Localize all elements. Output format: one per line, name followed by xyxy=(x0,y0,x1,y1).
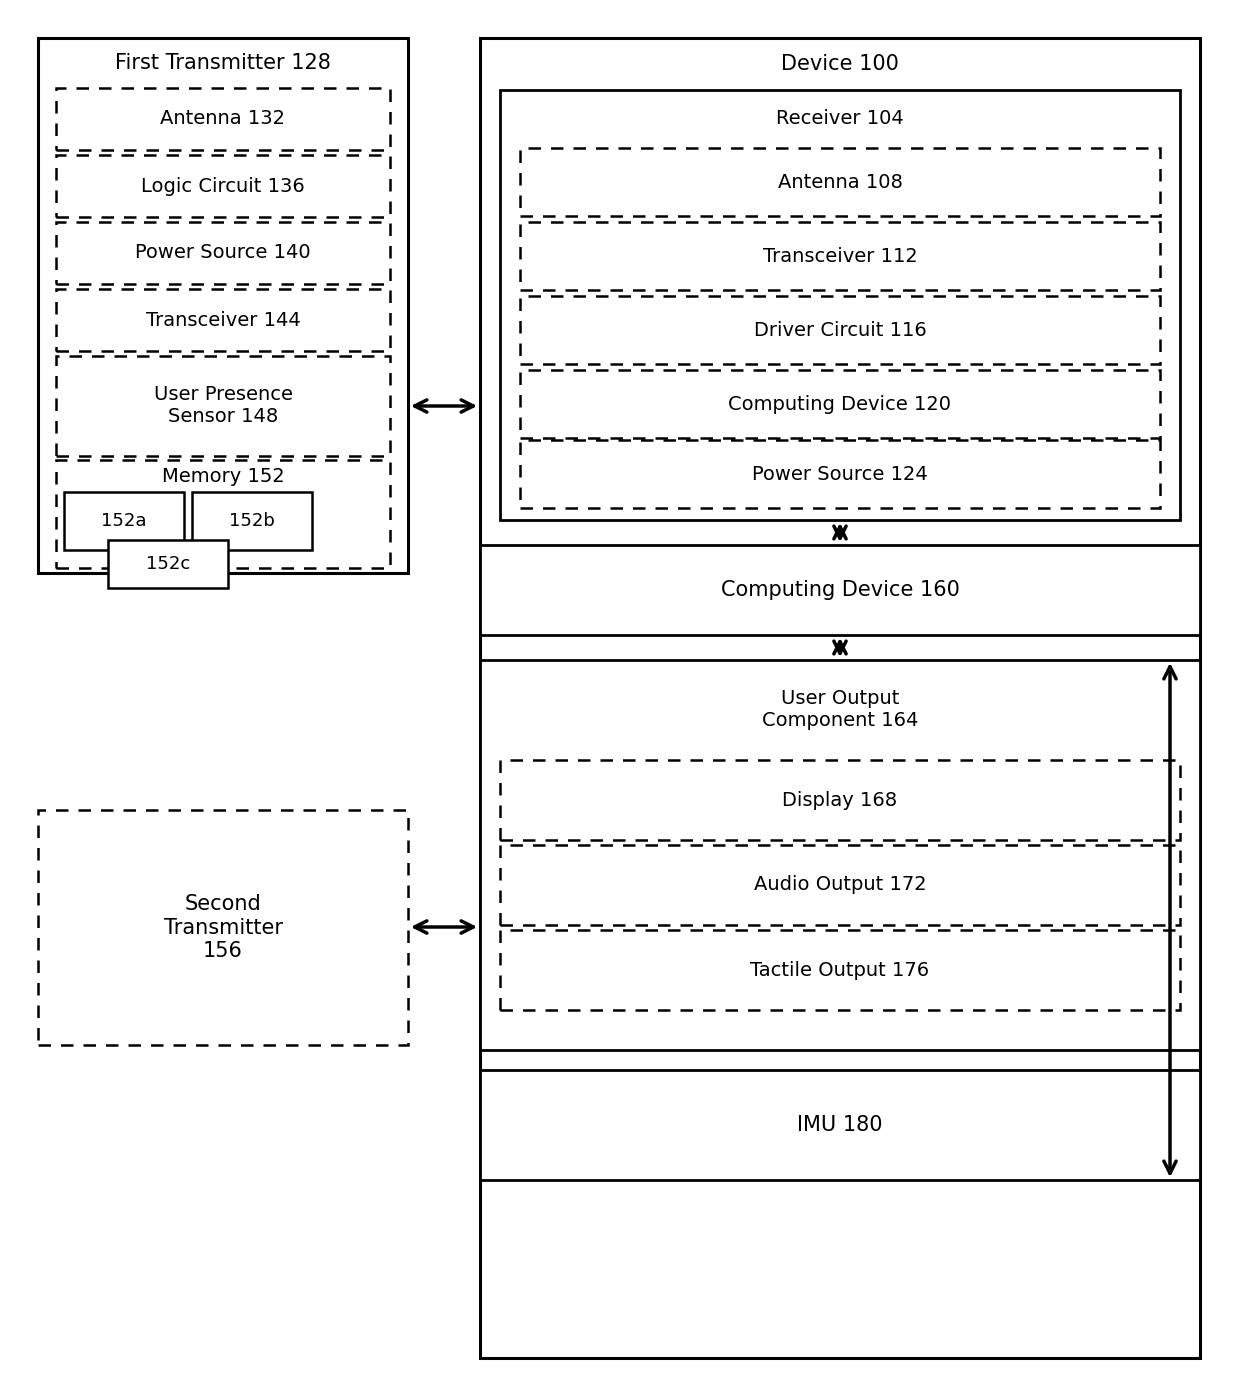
Bar xyxy=(64,492,184,550)
Text: Power Source 140: Power Source 140 xyxy=(135,243,311,263)
Bar xyxy=(520,370,1159,439)
Bar xyxy=(480,38,1200,1358)
Text: Tactile Output 176: Tactile Output 176 xyxy=(750,961,930,979)
Text: Device 100: Device 100 xyxy=(781,54,899,74)
Text: Transceiver 112: Transceiver 112 xyxy=(763,246,918,265)
Bar xyxy=(56,155,391,217)
Bar xyxy=(108,541,228,588)
Bar xyxy=(520,440,1159,509)
Bar xyxy=(38,810,408,1045)
Bar xyxy=(500,89,1180,520)
Text: Antenna 108: Antenna 108 xyxy=(777,172,903,191)
Text: First Transmitter 128: First Transmitter 128 xyxy=(115,53,331,73)
Text: Antenna 132: Antenna 132 xyxy=(160,109,285,129)
Text: Power Source 124: Power Source 124 xyxy=(753,464,928,483)
Text: Computing Device 120: Computing Device 120 xyxy=(729,394,951,414)
Bar xyxy=(56,460,391,569)
Bar xyxy=(480,545,1200,636)
Text: 152c: 152c xyxy=(146,555,190,573)
Text: Display 168: Display 168 xyxy=(782,791,898,809)
Text: 152b: 152b xyxy=(229,511,275,529)
Bar xyxy=(520,148,1159,217)
Bar xyxy=(38,38,408,573)
Bar xyxy=(500,845,1180,925)
Text: Second
Transmitter
156: Second Transmitter 156 xyxy=(164,894,283,961)
Text: Audio Output 172: Audio Output 172 xyxy=(754,876,926,894)
Bar xyxy=(56,88,391,149)
Text: Receiver 104: Receiver 104 xyxy=(776,109,904,129)
Text: Logic Circuit 136: Logic Circuit 136 xyxy=(141,176,305,196)
Text: User Output
Component 164: User Output Component 164 xyxy=(761,690,918,731)
Text: Driver Circuit 116: Driver Circuit 116 xyxy=(754,320,926,339)
Bar xyxy=(56,356,391,455)
Text: IMU 180: IMU 180 xyxy=(797,1115,883,1134)
Bar xyxy=(500,760,1180,840)
Bar xyxy=(520,296,1159,365)
Bar xyxy=(480,659,1200,1051)
Bar xyxy=(56,289,391,351)
Bar xyxy=(500,930,1180,1010)
Text: User Presence
Sensor 148: User Presence Sensor 148 xyxy=(154,386,293,426)
Bar xyxy=(480,1070,1200,1180)
Text: Memory 152: Memory 152 xyxy=(161,467,284,486)
Bar xyxy=(520,222,1159,291)
Bar xyxy=(192,492,312,550)
Text: 152a: 152a xyxy=(102,511,146,529)
Text: Transceiver 144: Transceiver 144 xyxy=(145,310,300,330)
Text: Computing Device 160: Computing Device 160 xyxy=(720,580,960,599)
Bar xyxy=(56,222,391,284)
